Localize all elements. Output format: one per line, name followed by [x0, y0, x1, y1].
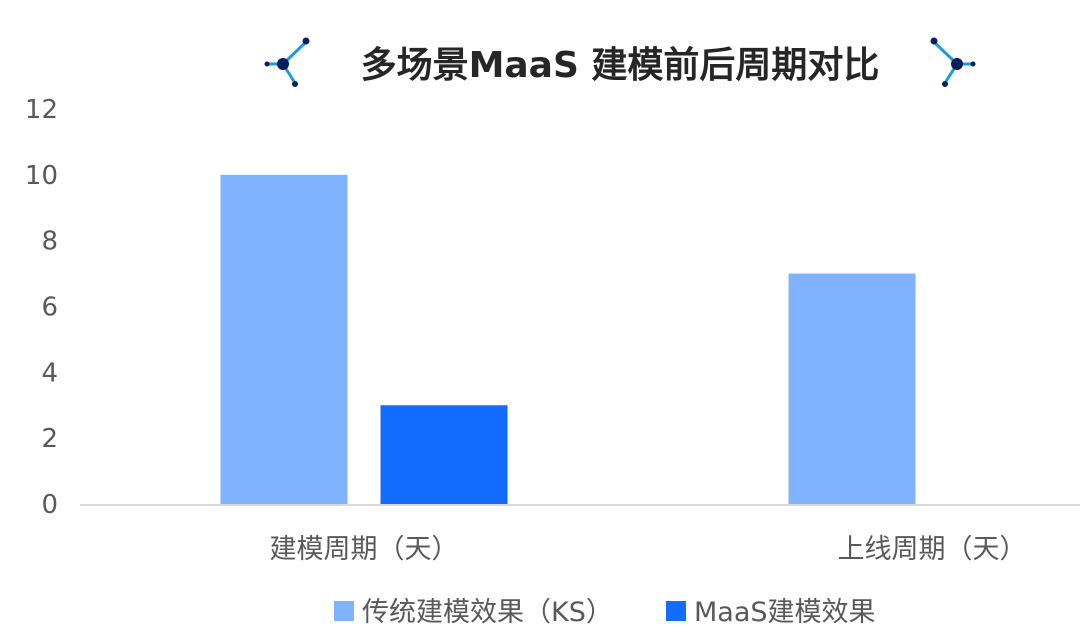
x-category-label: 上线周期（天）: [838, 534, 1027, 565]
y-tick-label: 6: [41, 293, 58, 323]
legend-swatch: [666, 601, 686, 621]
legend-label: 传统建模效果（KS）: [362, 597, 613, 628]
bar-maas-0: [380, 405, 508, 504]
molecule-icon-right: [930, 37, 976, 87]
y-tick-label: 4: [41, 358, 58, 388]
bar-traditional-1: [788, 273, 916, 504]
y-tick-label: 2: [41, 424, 58, 454]
bar-traditional-0: [220, 174, 348, 505]
x-category-label: 建模周期（天）: [270, 534, 459, 565]
title-group: 多场景MaaS 建模前后周期对比: [264, 37, 976, 87]
molecule-icon-left: [264, 37, 310, 87]
y-tick-label: 8: [41, 227, 58, 257]
y-tick-label: 0: [41, 490, 58, 520]
y-tick-label: 10: [25, 161, 58, 191]
legend-swatch: [334, 601, 354, 621]
legend-label: MaaS建模效果: [694, 597, 876, 628]
y-tick-label: 12: [25, 95, 58, 125]
chart-title: 多场景MaaS 建模前后周期对比: [361, 45, 880, 86]
